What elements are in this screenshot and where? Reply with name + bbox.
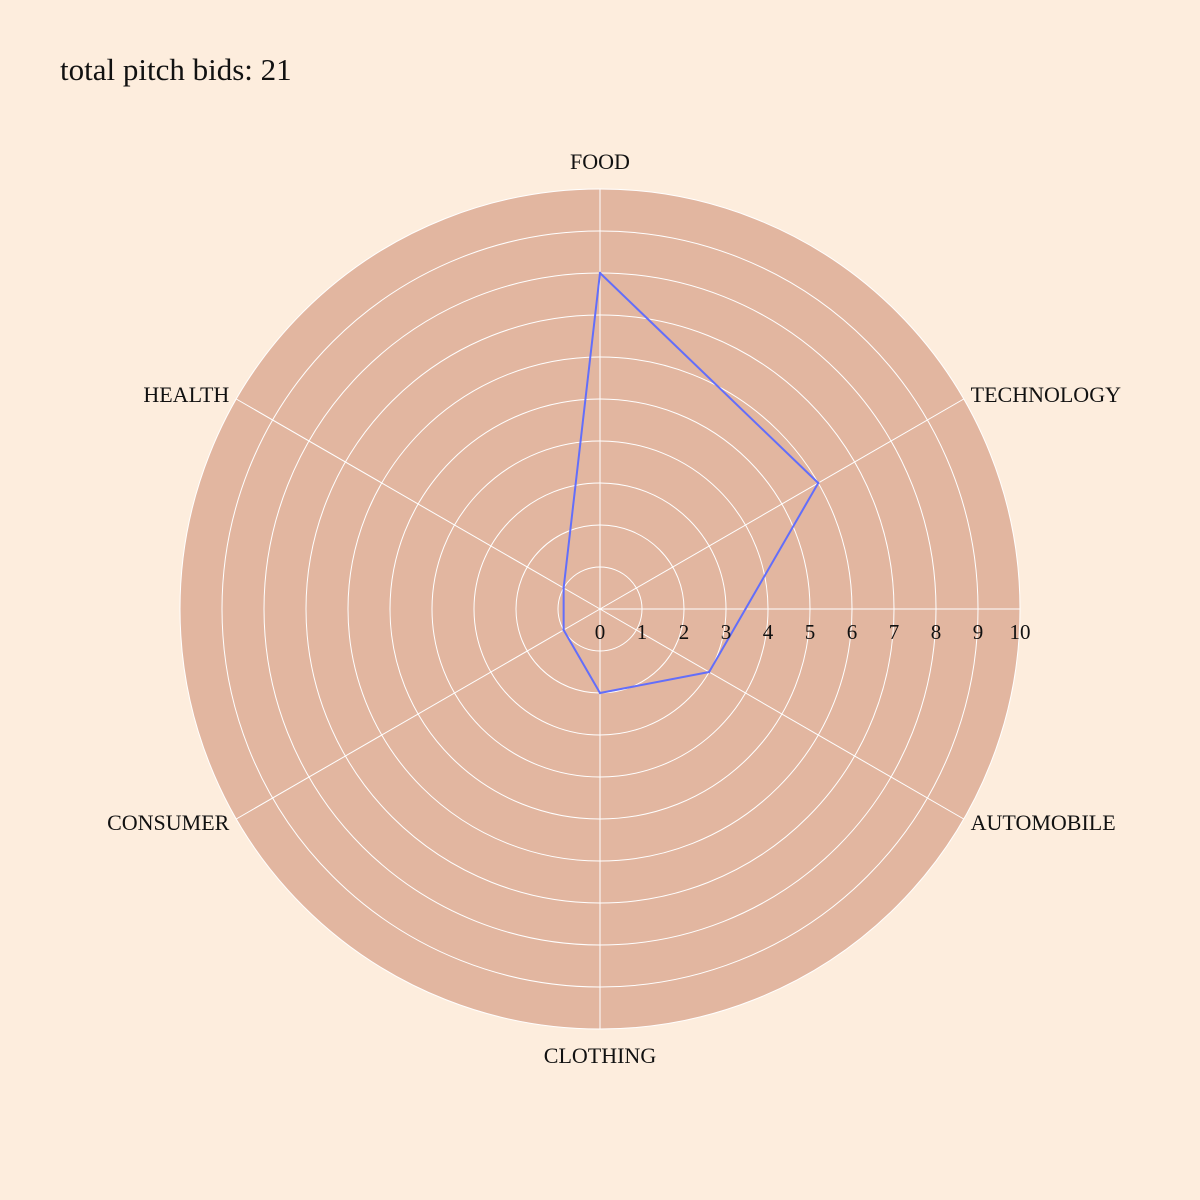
radial-tick-label: 0 <box>595 620 606 644</box>
category-label: TECHNOLOGY <box>971 382 1121 407</box>
category-labels: FOOD TECHNOLOGY AUTOMOBILE CLOTHING CONSUMER… <box>107 149 1121 1068</box>
category-label: AUTOMOBILE <box>971 810 1116 835</box>
radial-tick-label: 2 <box>679 620 690 644</box>
radial-tick-label: 4 <box>763 620 774 644</box>
category-label: FOOD <box>570 149 630 174</box>
radial-tick-label: 1 <box>637 620 648 644</box>
data-point <box>817 481 820 485</box>
radial-tick-label: 3 <box>721 620 732 644</box>
radial-tick-label: 5 <box>805 620 816 644</box>
grid-spoke <box>599 608 964 820</box>
data-point <box>598 691 602 695</box>
data-point <box>562 628 565 632</box>
angular-grid <box>236 189 1020 1029</box>
grid-spoke <box>236 398 601 610</box>
radial-tick-label: 6 <box>847 620 858 644</box>
category-label: CLOTHING <box>544 1043 657 1068</box>
category-label: CONSUMER <box>107 810 230 835</box>
data-point <box>707 670 711 674</box>
radial-tick-label: 10 <box>1010 620 1031 644</box>
grid-spoke <box>599 398 964 610</box>
chart-title: total pitch bids: 21 <box>60 52 292 87</box>
radial-tick-label: 9 <box>973 620 984 644</box>
data-point <box>562 586 565 590</box>
data-point <box>598 271 602 275</box>
category-label: HEALTH <box>143 382 229 407</box>
radial-tick-label: 8 <box>931 620 942 644</box>
radial-tick-label: 7 <box>889 620 900 644</box>
radial-tick-labels: 0 1 2 3 4 5 6 7 8 9 10 <box>595 620 1031 644</box>
grid-spoke <box>236 608 601 820</box>
series-layer <box>562 271 820 695</box>
